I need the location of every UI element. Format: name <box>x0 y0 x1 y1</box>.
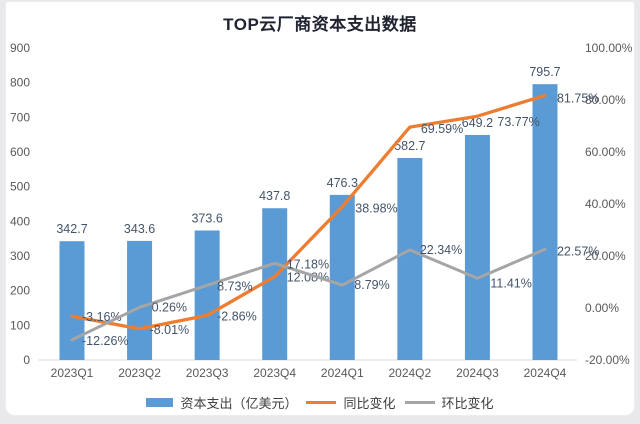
x-axis-label: 2024Q2 <box>388 366 431 380</box>
capex-bar <box>194 230 220 360</box>
x-axis-label: 2024Q3 <box>456 366 499 380</box>
qoq-point-label: -12.26% <box>82 334 129 348</box>
left-axis-tick: 300 <box>10 249 30 263</box>
left-axis-tick: 200 <box>10 284 30 298</box>
chart-title: TOP云厂商资本支出数据 <box>223 15 417 34</box>
right-axis-tick: 20.00% <box>585 249 626 263</box>
bar-swatch-icon <box>146 397 174 407</box>
left-axis-tick: 700 <box>10 110 30 124</box>
qoq-point-label: 8.73% <box>217 279 252 293</box>
qoq-point-label: 8.79% <box>354 278 389 292</box>
capex-bar <box>397 157 423 360</box>
legend-item-qoq: 环比变化 <box>404 393 494 412</box>
yoy-point-label: 38.98% <box>355 202 397 216</box>
qoq-point-label: 17.18% <box>287 257 329 271</box>
legend-item-yoy: 同比变化 <box>306 393 396 412</box>
left-axis-tick: 800 <box>10 76 30 90</box>
legend-label-capex: 资本支出（亿美元） <box>180 395 298 411</box>
capex-bar <box>532 84 558 360</box>
right-axis-tick: 100.00% <box>585 41 633 55</box>
qoq-point-label: 11.41% <box>490 276 531 290</box>
yoy-line-swatch-icon <box>306 400 337 404</box>
bar-value-label: 649.2 <box>462 116 493 130</box>
legend-item-capex: 资本支出（亿美元） <box>146 393 297 412</box>
bar-value-label: 476.3 <box>327 176 358 190</box>
right-axis-tick: 40.00% <box>585 197 626 211</box>
bar-value-label: 342.7 <box>56 222 87 236</box>
right-axis-tick: 80.00% <box>585 93 626 107</box>
yoy-point-label: 73.77% <box>497 115 539 129</box>
x-axis-label: 2023Q4 <box>253 366 296 380</box>
legend-label-qoq: 环比变化 <box>441 395 494 411</box>
bar-value-label: 795.7 <box>529 65 560 79</box>
qoq-point-label: 0.26% <box>152 300 187 314</box>
left-axis-tick: 500 <box>10 180 30 194</box>
qoq-point-label: 22.57% <box>557 244 599 258</box>
yoy-point-label: -8.01% <box>150 323 190 337</box>
x-axis-label: 2024Q4 <box>524 366 567 380</box>
yoy-line <box>70 93 547 331</box>
left-axis-tick: 400 <box>10 214 30 228</box>
left-axis-tick: 600 <box>10 145 30 159</box>
left-axis-tick: 0 <box>23 353 30 367</box>
chart-card <box>5 1 635 416</box>
qoq-line-swatch-icon <box>404 400 435 404</box>
capex-bar <box>464 134 490 360</box>
left-axis-tick: 900 <box>10 41 30 55</box>
yoy-point-label: -2.86% <box>217 309 257 323</box>
capex-bar <box>127 240 153 360</box>
bar-value-label: 373.6 <box>191 211 222 225</box>
yoy-point-label: 12.08% <box>287 271 329 285</box>
x-axis-label: 2023Q3 <box>186 366 229 380</box>
x-axis-label: 2024Q1 <box>321 366 364 380</box>
capex-bar <box>59 241 85 360</box>
yoy-point-label: 81.75% <box>557 91 599 105</box>
bar-value-label: 437.8 <box>259 189 290 203</box>
right-axis-tick: 0.00% <box>585 301 619 315</box>
bar-value-label: 582.7 <box>394 139 425 153</box>
capex-bar <box>262 208 288 360</box>
right-axis-tick: -20.00% <box>585 353 630 367</box>
qoq-point-label: 22.34% <box>420 243 462 257</box>
left-axis-tick: 100 <box>10 318 30 332</box>
bar-value-label: 343.6 <box>124 222 155 236</box>
capex-bar <box>329 194 355 360</box>
x-axis-label: 2023Q1 <box>51 366 94 380</box>
legend-label-yoy: 同比变化 <box>343 395 396 411</box>
yoy-point-label: 69.59% <box>421 122 463 136</box>
x-axis-label: 2023Q2 <box>118 366 161 380</box>
chart-legend: 资本支出（亿美元） 同比变化 环比变化 <box>0 392 640 412</box>
qoq-line <box>70 247 547 342</box>
right-axis-tick: 60.00% <box>585 145 626 159</box>
